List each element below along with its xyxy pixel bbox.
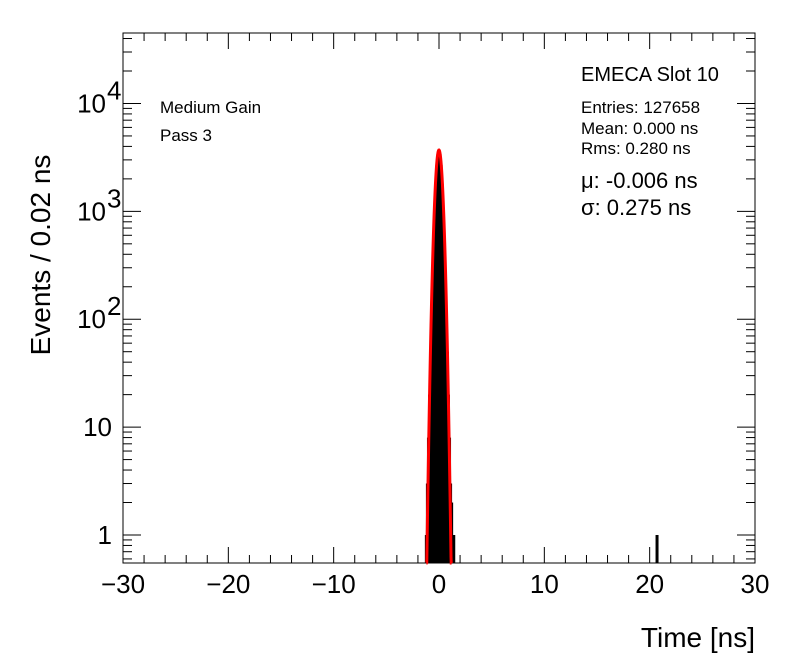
x-tick-label: −20 (206, 569, 250, 599)
y-tick-exponent: 4 (107, 75, 121, 105)
y-tick-label: 10 (77, 196, 106, 226)
gaussian-fit-curve (425, 148, 453, 565)
y-axis-label: Events / 0.02 ns (25, 155, 56, 356)
y-tick-exponent: 3 (107, 183, 121, 213)
y-tick-label: 10 (83, 412, 112, 442)
entries-stat: Entries: 127658 (581, 98, 700, 117)
y-tick-label: 10 (77, 304, 106, 334)
x-tick-label: 10 (530, 569, 559, 599)
histogram-series (424, 150, 659, 563)
slot-title: EMECA Slot 10 (581, 64, 719, 86)
gain-label: Medium Gain (160, 98, 261, 117)
fit-mu-text: μ: -0.006 ns (581, 168, 698, 193)
y-tick-label: 1 (98, 520, 112, 550)
x-tick-label: 0 (432, 569, 446, 599)
x-axis-tick-labels: −30 −20 −10 0 10 20 30 (101, 569, 770, 599)
x-axis-label: Time [ns] (641, 622, 755, 653)
x-tick-label: −30 (101, 569, 145, 599)
mean-stat: Mean: 0.000 ns (581, 119, 698, 138)
x-tick-label: −10 (312, 569, 356, 599)
x-tick-label: 20 (635, 569, 664, 599)
x-tick-label: 30 (741, 569, 770, 599)
x-axis-ticks (122, 33, 756, 563)
y-tick-exponent: 2 (107, 291, 121, 321)
y-axis-ticks (123, 38, 755, 560)
fit-sigma-text: σ: 0.275 ns (581, 195, 691, 220)
pass-label: Pass 3 (160, 126, 212, 145)
rms-stat: Rms: 0.280 ns (581, 139, 691, 158)
y-tick-label: 10 (77, 88, 106, 118)
